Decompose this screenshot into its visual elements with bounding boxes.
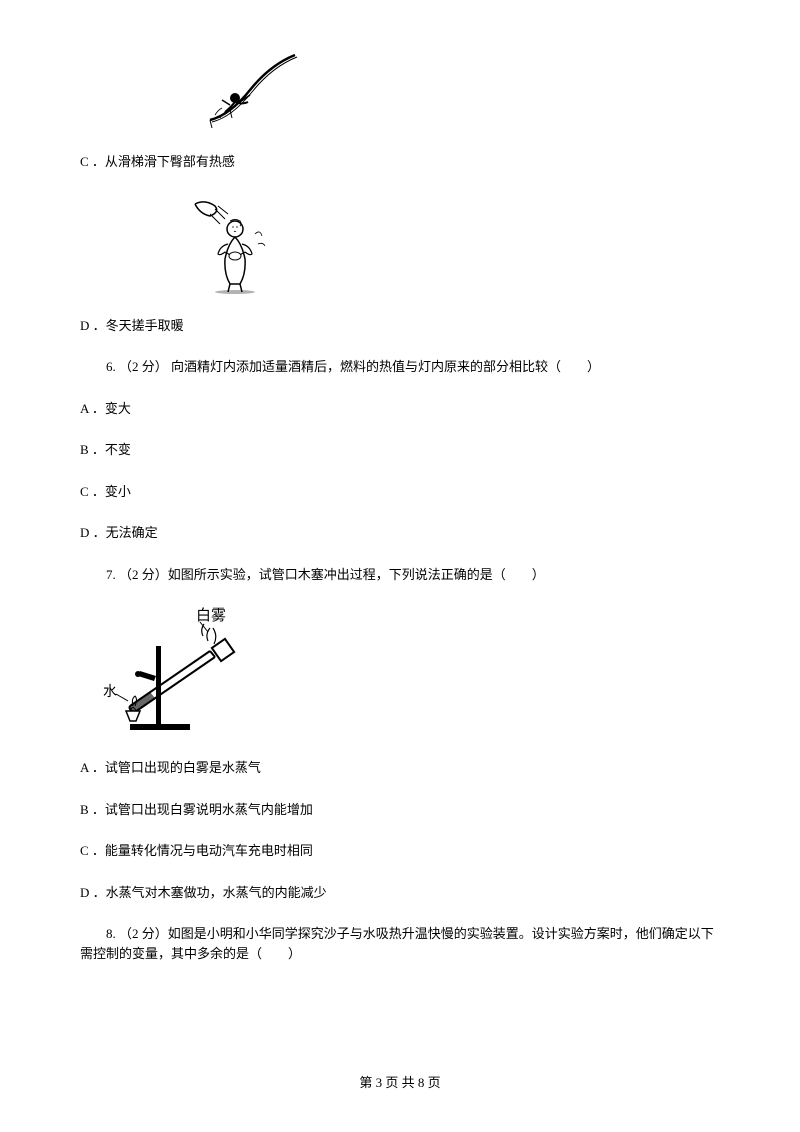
q8-stem: 8. （2 分）如图是小明和小华同学探究沙子与水吸热升温快慢的实验装置。设计实验… bbox=[80, 924, 720, 963]
slide-illustration bbox=[200, 50, 300, 130]
q6-stem: 6. （2 分） 向酒精灯内添加适量酒精后，燃料的热值与灯内原来的部分相比较（ … bbox=[80, 357, 720, 377]
q6-option-b: B ．不变 bbox=[80, 440, 720, 460]
q7-option-b: B ．试管口出现白雾说明水蒸气内能增加 bbox=[80, 800, 720, 820]
q8-stem-text: 8. （2 分）如图是小明和小华同学探究沙子与水吸热升温快慢的实验装置。设计实验… bbox=[80, 926, 714, 961]
tube-illustration: 白雾 水 bbox=[80, 606, 720, 736]
svg-text:白雾: 白雾 bbox=[196, 607, 226, 624]
q6-option-c: C ．变小 bbox=[80, 482, 720, 502]
q5-option-d: D ．冬天搓手取暖 bbox=[80, 316, 720, 336]
svg-text:水: 水 bbox=[103, 684, 117, 700]
q7-option-c: C ．能量转化情况与电动汽车充电时相同 bbox=[80, 841, 720, 861]
option-d-row bbox=[80, 194, 720, 294]
option-c-row bbox=[80, 50, 720, 130]
page-footer: 第 3 页 共 8 页 bbox=[0, 1073, 800, 1093]
q7-option-a: A ．试管口出现的白雾是水蒸气 bbox=[80, 758, 720, 778]
q7-option-d: D ．水蒸气对木塞做功，水蒸气的内能减少 bbox=[80, 883, 720, 903]
q7-stem: 7. （2 分）如图所示实验，试管口木塞冲出过程，下列说法正确的是（ ） bbox=[80, 565, 720, 585]
q6-option-d: D ．无法确定 bbox=[80, 523, 720, 543]
q6-option-a: A ．变大 bbox=[80, 399, 720, 419]
q5-option-c: C ．从滑梯滑下臀部有热感 bbox=[80, 152, 720, 172]
hands-illustration bbox=[190, 194, 280, 294]
